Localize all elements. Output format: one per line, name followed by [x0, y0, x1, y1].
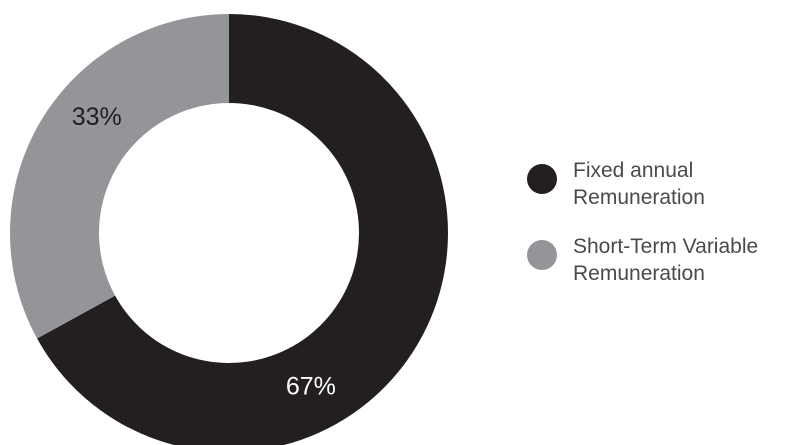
chart-legend: Fixed annual Remuneration Short-Term Var…: [527, 157, 782, 309]
legend-marker-fixed-annual-remuneration: [527, 164, 557, 194]
legend-item-fixed-annual-remuneration: Fixed annual Remuneration: [527, 157, 782, 211]
slice-fixed-annual-remuneration: [37, 14, 448, 445]
legend-item-short-term-variable-remuneration: Short-Term Variable Remuneration: [527, 233, 782, 287]
slice-label-fixed-annual-remuneration: 67%: [286, 372, 336, 400]
legend-label-fixed-annual-remuneration: Fixed annual Remuneration: [573, 159, 705, 209]
slice-labels: 67% 33%: [72, 103, 336, 400]
slice-short-term-variable-remuneration: [10, 14, 229, 339]
donut-slices: [10, 14, 448, 445]
legend-marker-short-term-variable-remuneration: [527, 240, 557, 270]
slice-label-short-term-variable-remuneration: 33%: [72, 103, 122, 131]
legend-label-short-term-variable-remuneration: Short-Term Variable Remuneration: [573, 235, 759, 285]
